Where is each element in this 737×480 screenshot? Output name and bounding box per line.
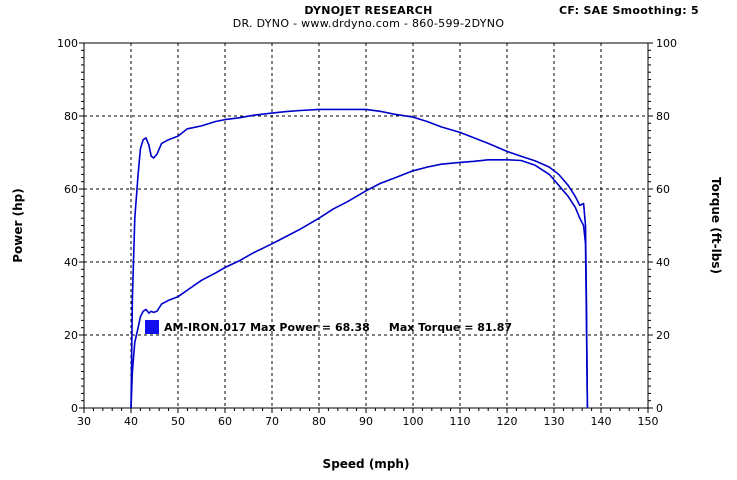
x-tick-label: 70 [265,415,279,428]
y-tick-label-right: 40 [656,256,670,269]
x-tick-label: 50 [171,415,185,428]
y-tick-label-right: 60 [656,183,670,196]
grid-lines [84,43,648,408]
x-tick-label: 100 [403,415,424,428]
y-tick-label-right: 0 [656,402,663,415]
x-tick-label: 110 [450,415,471,428]
y-tick-label-right: 100 [656,37,677,50]
x-tick-label: 140 [591,415,612,428]
x-axis-label: Speed (mph) [323,457,410,471]
x-tick-label: 60 [218,415,232,428]
x-tick-label: 150 [638,415,659,428]
legend: AM-IRON.017 Max Power = 68.38 Max Torque… [145,320,512,334]
y-axis-label-left: Power (hp) [11,188,25,262]
y-axis-label-right: Torque (ft-lbs) [709,177,723,274]
y-tick-label-left: 60 [64,183,78,196]
chart-title: DYNOJET RESEARCH [304,4,433,17]
y-tick-label-left: 80 [64,110,78,123]
x-tick-label: 130 [544,415,565,428]
series-group [130,108,589,409]
x-tick-label: 120 [497,415,518,428]
y-tick-label-left: 40 [64,256,78,269]
x-tick-label: 80 [312,415,326,428]
x-tick-label: 90 [359,415,373,428]
y-tick-label-left: 100 [57,37,78,50]
chart-settings: CF: SAE Smoothing: 5 [559,4,699,17]
y-tick-label-right: 20 [656,329,670,342]
x-tick-label: 40 [124,415,138,428]
series-line-torque [130,108,589,409]
x-tick-label: 30 [77,415,91,428]
legend-swatch [145,320,159,334]
series-line-power [130,159,589,409]
y-tick-label-left: 0 [71,402,78,415]
y-tick-label-left: 20 [64,329,78,342]
y-tick-label-right: 80 [656,110,670,123]
chart-subtitle: DR. DYNO - www.drdyno.com - 860-599-2DYN… [232,17,505,30]
legend-label: AM-IRON.017 Max Power = 68.38 Max Torque… [164,321,512,334]
